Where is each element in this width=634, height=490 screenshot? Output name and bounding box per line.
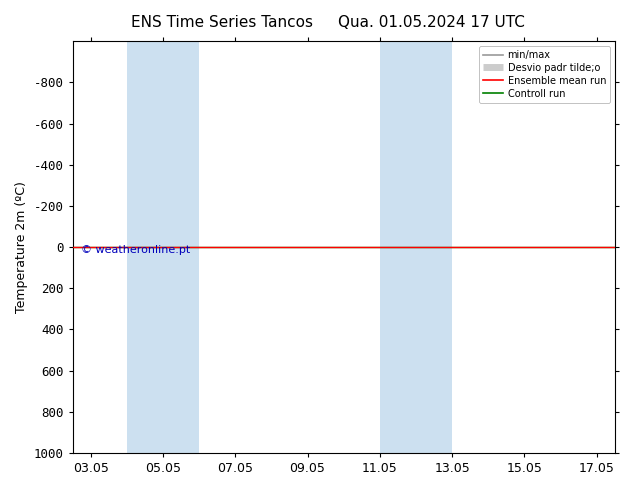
Legend: min/max, Desvio padr tilde;o, Ensemble mean run, Controll run: min/max, Desvio padr tilde;o, Ensemble m… bbox=[479, 46, 610, 102]
Text: ENS Time Series Tancos: ENS Time Series Tancos bbox=[131, 15, 313, 30]
Text: © weatheronline.pt: © weatheronline.pt bbox=[81, 245, 190, 255]
Bar bbox=[380, 41, 452, 453]
Bar bbox=[127, 41, 199, 453]
Text: Qua. 01.05.2024 17 UTC: Qua. 01.05.2024 17 UTC bbox=[338, 15, 524, 30]
Y-axis label: Temperature 2m (ºC): Temperature 2m (ºC) bbox=[15, 181, 28, 313]
